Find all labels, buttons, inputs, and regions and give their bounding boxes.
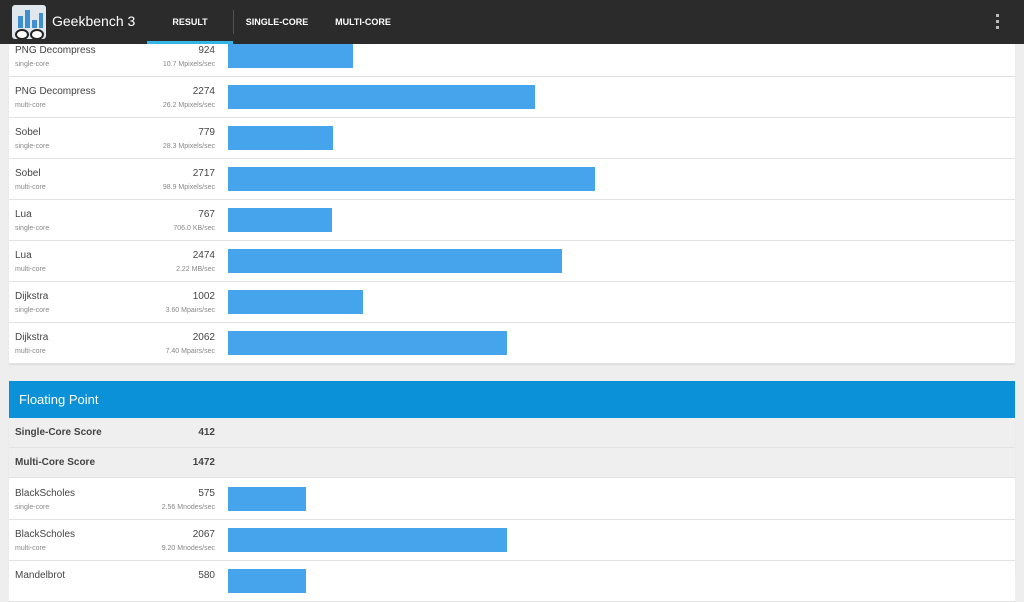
benchmark-score: 575 xyxy=(198,488,215,499)
benchmark-name: Lua xyxy=(15,250,32,261)
score-bar xyxy=(228,126,333,150)
score-bar xyxy=(228,331,507,355)
benchmark-row[interactable]: Dijkstra multi-core 2062 7.40 Mpairs/sec xyxy=(9,323,1015,364)
single-core-score-label: Single-Core Score xyxy=(15,427,102,438)
tab-multi-core[interactable]: MULTI-CORE xyxy=(335,17,391,27)
benchmark-rate: 2.56 Mnodes/sec xyxy=(161,504,215,511)
benchmark-row[interactable]: Dijkstra single-core 1002 3.60 Mpairs/sec xyxy=(9,282,1015,323)
score-bar xyxy=(228,290,363,314)
overflow-menu-icon[interactable] xyxy=(994,14,1002,32)
benchmark-core-type: multi-core xyxy=(15,348,46,355)
benchmark-name: PNG Decompress xyxy=(15,45,96,56)
benchmark-score: 2274 xyxy=(192,86,215,97)
app-title: Geekbench 3 xyxy=(52,13,136,29)
section-title: Floating Point xyxy=(19,392,99,407)
benchmark-score: 2474 xyxy=(192,250,215,261)
benchmark-rate: 9.20 Mnodes/sec xyxy=(161,545,215,552)
score-bar xyxy=(228,44,353,68)
score-bar xyxy=(228,167,595,191)
benchmark-rate: 2.22 MB/sec xyxy=(176,266,215,273)
benchmark-row[interactable]: Sobel single-core 779 28.3 Mpixels/sec xyxy=(9,118,1015,159)
benchmark-core-type: multi-core xyxy=(15,266,46,273)
benchmark-row[interactable]: Lua multi-core 2474 2.22 MB/sec xyxy=(9,241,1015,282)
tab-divider xyxy=(233,10,234,34)
benchmark-rate: 26.2 Mpixels/sec xyxy=(162,102,215,109)
score-bar xyxy=(228,528,507,552)
benchmark-rate: 7.40 Mpairs/sec xyxy=(165,348,215,355)
score-bar xyxy=(228,249,562,273)
benchmark-row[interactable]: BlackScholes multi-core 2067 9.20 Mnodes/se… xyxy=(9,520,1015,561)
benchmark-core-type: multi-core xyxy=(15,102,46,109)
benchmark-core-type: multi-core xyxy=(15,184,46,191)
benchmark-score: 924 xyxy=(198,45,215,56)
floating-point-header: Floating Point xyxy=(9,381,1015,418)
score-bar xyxy=(228,208,332,232)
multi-core-score-row: Multi-Core Score 1472 xyxy=(9,448,1015,478)
benchmark-score: 2062 xyxy=(192,332,215,343)
benchmark-row[interactable]: BlackScholes single-core 575 2.56 Mnodes/se… xyxy=(9,479,1015,520)
benchmark-score: 767 xyxy=(198,209,215,220)
benchmark-name: BlackScholes xyxy=(15,488,76,499)
integer-results-card: PNG Decompress single-core 924 10.7 Mpixels… xyxy=(9,36,1015,364)
benchmark-core-type: multi-core xyxy=(15,545,46,552)
benchmark-core-type: single-core xyxy=(15,307,50,314)
benchmark-rate: 3.60 Mpairs/sec xyxy=(165,307,215,314)
benchmark-name: Dijkstra xyxy=(15,291,49,302)
benchmark-row[interactable]: PNG Decompress multi-core 2274 26.2 Mpixels… xyxy=(9,77,1015,118)
score-bar xyxy=(228,569,306,593)
single-core-score-value: 412 xyxy=(198,427,215,438)
benchmark-name: Sobel xyxy=(15,127,41,138)
benchmark-name: PNG Decompress xyxy=(15,86,96,97)
multi-core-score-label: Multi-Core Score xyxy=(15,457,96,468)
benchmark-name: BlackScholes xyxy=(15,529,76,540)
benchmark-score: 1002 xyxy=(192,291,215,302)
benchmark-core-type: single-core xyxy=(15,61,50,68)
score-bar xyxy=(228,85,535,109)
benchmark-row[interactable]: Sobel multi-core 2717 98.9 Mpixels/sec xyxy=(9,159,1015,200)
app-toolbar: Geekbench 3 RESULT SINGLE-CORE MULTI-COR… xyxy=(0,0,1024,44)
benchmark-row[interactable]: Mandelbrot 580 xyxy=(9,561,1015,602)
benchmark-row[interactable]: Lua single-core 767 706.0 KB/sec xyxy=(9,200,1015,241)
benchmark-name: Dijkstra xyxy=(15,332,49,343)
benchmark-score: 779 xyxy=(198,127,215,138)
benchmark-name: Lua xyxy=(15,209,32,220)
multi-core-score-value: 1472 xyxy=(192,457,215,468)
single-core-score-row: Single-Core Score 412 xyxy=(9,418,1015,448)
benchmark-rate: 28.3 Mpixels/sec xyxy=(162,143,215,150)
benchmark-name: Sobel xyxy=(15,168,41,179)
benchmark-core-type: single-core xyxy=(15,504,50,511)
geekbench-app-icon xyxy=(12,5,46,39)
benchmark-rate: 98.9 Mpixels/sec xyxy=(162,184,215,191)
benchmark-score: 2067 xyxy=(192,529,215,540)
benchmark-core-type: single-core xyxy=(15,225,50,232)
benchmark-core-type: single-core xyxy=(15,143,50,150)
benchmark-rate: 10.7 Mpixels/sec xyxy=(162,61,215,68)
benchmark-score: 2717 xyxy=(192,168,215,179)
score-bar xyxy=(228,487,306,511)
floating-point-card: Single-Core Score 412 Multi-Core Score 1… xyxy=(9,418,1015,602)
tab-single-core[interactable]: SINGLE-CORE xyxy=(245,17,309,27)
tab-result[interactable]: RESULT xyxy=(147,0,233,44)
benchmark-rate: 706.0 KB/sec xyxy=(173,225,215,232)
